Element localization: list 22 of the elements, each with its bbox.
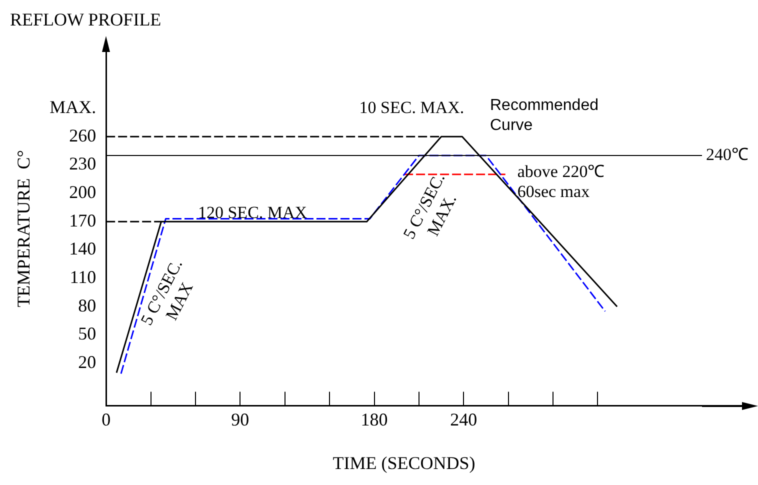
y-tick-label: 170 [69,210,96,230]
x-tick-label: 180 [360,409,388,430]
annotation: above 220℃ 60sec max [517,162,605,201]
y-tick-label: MAX. [50,97,96,118]
y-tick-label: 50 [78,324,96,344]
annotation: 10 SEC. MAX. [359,98,464,118]
x-tick-label: 240 [450,409,478,430]
y-tick-label: 200 [69,182,96,202]
y-tick-label: 260 [69,125,96,146]
x-tick-label: 0 [102,409,111,430]
annotation: Recommended Curve [490,96,598,134]
y-axis-title: TEMPERATURE C° [14,150,34,308]
y-tick-label: 140 [69,238,96,259]
x-axis-title: TIME (SECONDS) [332,452,476,473]
y-tick-label: 80 [78,295,96,316]
annotation: 120 SEC. MAX [198,203,308,222]
y-tick-label: 20 [78,352,96,372]
y-tick-label: 230 [69,154,96,174]
y-tick-label: 110 [70,267,96,288]
x-tick-label: 90 [231,409,250,430]
chart-title: REFLOW PROFILE [10,10,162,30]
ref-line-label: 240℃ [706,144,748,164]
